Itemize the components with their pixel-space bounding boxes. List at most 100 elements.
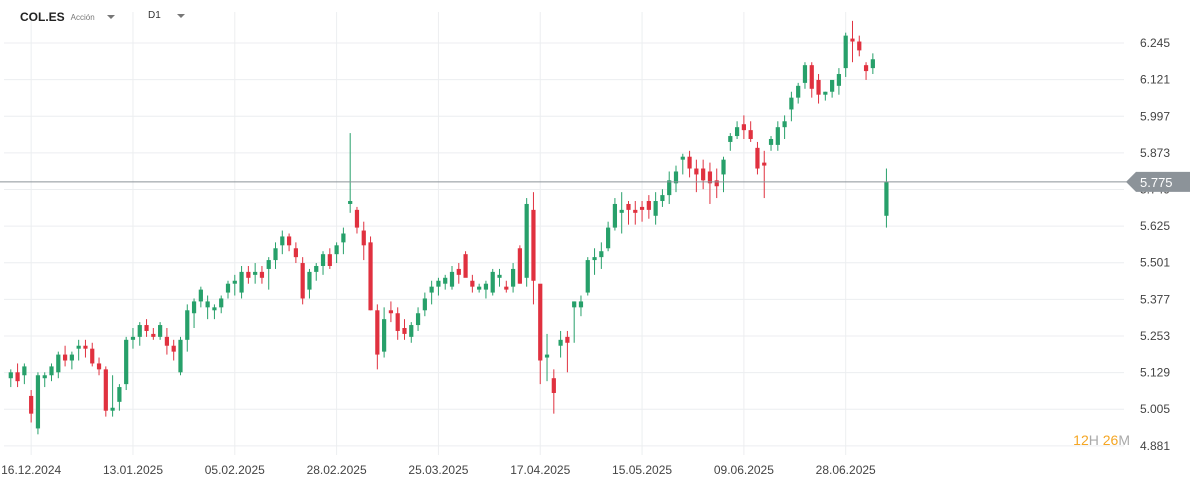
candle-bullish bbox=[348, 201, 353, 204]
y-tick-label: 4.881 bbox=[1140, 439, 1170, 453]
x-tick-label: 17.04.2025 bbox=[510, 463, 570, 477]
price-axis[interactable]: 6.2456.1215.9975.8735.7495.6255.5015.377… bbox=[1126, 36, 1190, 453]
timeframe-label: D1 bbox=[148, 10, 161, 21]
chart-grid bbox=[4, 12, 1124, 455]
candle-bullish bbox=[619, 209, 624, 213]
x-tick-label: 28.06.2025 bbox=[816, 463, 876, 477]
y-tick-label: 5.997 bbox=[1140, 109, 1170, 123]
candle-bullish bbox=[483, 283, 489, 290]
candle-bearish bbox=[29, 395, 34, 414]
candle-bullish bbox=[823, 91, 828, 95]
candle-bullish bbox=[449, 271, 455, 287]
candle-bearish bbox=[762, 162, 767, 166]
candle-bullish bbox=[599, 251, 604, 258]
y-tick-label: 5.625 bbox=[1140, 219, 1170, 233]
candle-bullish bbox=[117, 387, 122, 402]
candle-bullish bbox=[69, 354, 74, 361]
candle-bullish bbox=[789, 97, 794, 110]
candle-bearish bbox=[15, 372, 20, 382]
candle-bullish bbox=[266, 260, 271, 269]
chevron-down-icon[interactable] bbox=[106, 15, 115, 19]
candle-bullish bbox=[124, 339, 129, 385]
candle-bearish bbox=[714, 180, 719, 187]
candle-bullish bbox=[884, 181, 889, 216]
candle-bearish bbox=[551, 378, 556, 393]
candle-bullish bbox=[510, 268, 516, 287]
current-price-label: 5.775 bbox=[1140, 175, 1173, 190]
candle-bullish bbox=[341, 233, 346, 243]
candle-bullish bbox=[280, 236, 285, 246]
candle-bearish bbox=[639, 206, 645, 210]
y-tick-label: 6.245 bbox=[1140, 36, 1170, 50]
candle-bullish bbox=[178, 339, 183, 373]
candle-bullish bbox=[56, 354, 61, 373]
candle-bearish bbox=[96, 363, 102, 370]
candle-bearish bbox=[687, 156, 692, 169]
y-tick-label: 6.121 bbox=[1140, 73, 1170, 87]
candle-bullish bbox=[429, 286, 434, 293]
candle-bearish bbox=[565, 336, 570, 343]
candle-bearish bbox=[517, 248, 522, 284]
y-tick-label: 5.129 bbox=[1140, 366, 1170, 380]
time-axis[interactable]: 16.12.2024 13.01.2025 05.02.2025 28.02.2025… bbox=[1, 463, 876, 477]
candle-bearish bbox=[809, 65, 814, 89]
candle-bearish bbox=[327, 254, 332, 266]
candle-bullish bbox=[830, 79, 835, 92]
candle-bearish bbox=[246, 271, 251, 278]
candle-bullish bbox=[110, 407, 115, 411]
candle-bearish bbox=[103, 369, 108, 411]
y-tick-label: 5.253 bbox=[1140, 329, 1170, 343]
candle-bullish bbox=[253, 271, 258, 275]
candle-bearish bbox=[633, 209, 638, 213]
candle-bullish bbox=[606, 227, 611, 249]
candle-countdown: 12H 26M bbox=[1073, 432, 1130, 448]
candle-bullish bbox=[239, 271, 244, 293]
y-tick-label: 5.377 bbox=[1140, 292, 1170, 306]
candle-bearish bbox=[755, 147, 760, 169]
timer-hours-unit: H bbox=[1088, 432, 1099, 448]
candle-bullish bbox=[191, 301, 197, 314]
candle-bearish bbox=[151, 333, 156, 337]
candle-bullish bbox=[307, 271, 312, 290]
candle-bullish bbox=[422, 298, 427, 311]
x-tick-label: 16.12.2024 bbox=[1, 463, 61, 477]
y-tick-label: 5.005 bbox=[1140, 402, 1170, 416]
candle-bullish bbox=[443, 277, 448, 284]
candle-bullish bbox=[232, 280, 237, 284]
candle-bullish bbox=[667, 180, 672, 196]
candle-bullish bbox=[680, 156, 685, 160]
candle-bullish bbox=[219, 298, 224, 308]
candle-bullish bbox=[802, 65, 808, 83]
candle-bearish bbox=[83, 345, 88, 349]
symbol-selector[interactable]: COL.ES Acción bbox=[20, 10, 115, 24]
candle-bearish bbox=[402, 328, 407, 334]
timeframe-selector[interactable]: D1 bbox=[148, 10, 185, 21]
candle-bearish bbox=[456, 268, 461, 275]
candle-bearish bbox=[538, 283, 543, 361]
candle-bearish bbox=[286, 236, 292, 246]
instrument-type-label: Acción bbox=[70, 12, 95, 22]
candle-bearish bbox=[816, 79, 821, 95]
x-tick-label: 25.03.2025 bbox=[408, 463, 468, 477]
candle-bullish bbox=[382, 319, 387, 352]
candle-bearish bbox=[259, 271, 265, 278]
candle-bullish bbox=[544, 354, 550, 358]
x-tick-label: 28.02.2025 bbox=[307, 463, 367, 477]
candle-bullish bbox=[409, 325, 414, 337]
candle-bearish bbox=[504, 286, 509, 290]
candle-bearish bbox=[388, 310, 394, 314]
candle-bearish bbox=[857, 41, 862, 51]
candle-bullish bbox=[870, 59, 875, 69]
y-tick-label: 5.873 bbox=[1140, 146, 1170, 160]
candle-bearish bbox=[748, 130, 753, 139]
candle-bullish bbox=[524, 203, 529, 278]
candle-bullish bbox=[8, 372, 13, 379]
candle-bearish bbox=[863, 65, 869, 72]
y-tick-label: 5.501 bbox=[1140, 256, 1170, 270]
candle-bullish bbox=[490, 271, 495, 293]
candle-bullish bbox=[49, 366, 54, 376]
chevron-down-icon[interactable] bbox=[176, 13, 185, 18]
candle-bullish bbox=[436, 280, 441, 287]
candle-bullish bbox=[185, 310, 190, 340]
